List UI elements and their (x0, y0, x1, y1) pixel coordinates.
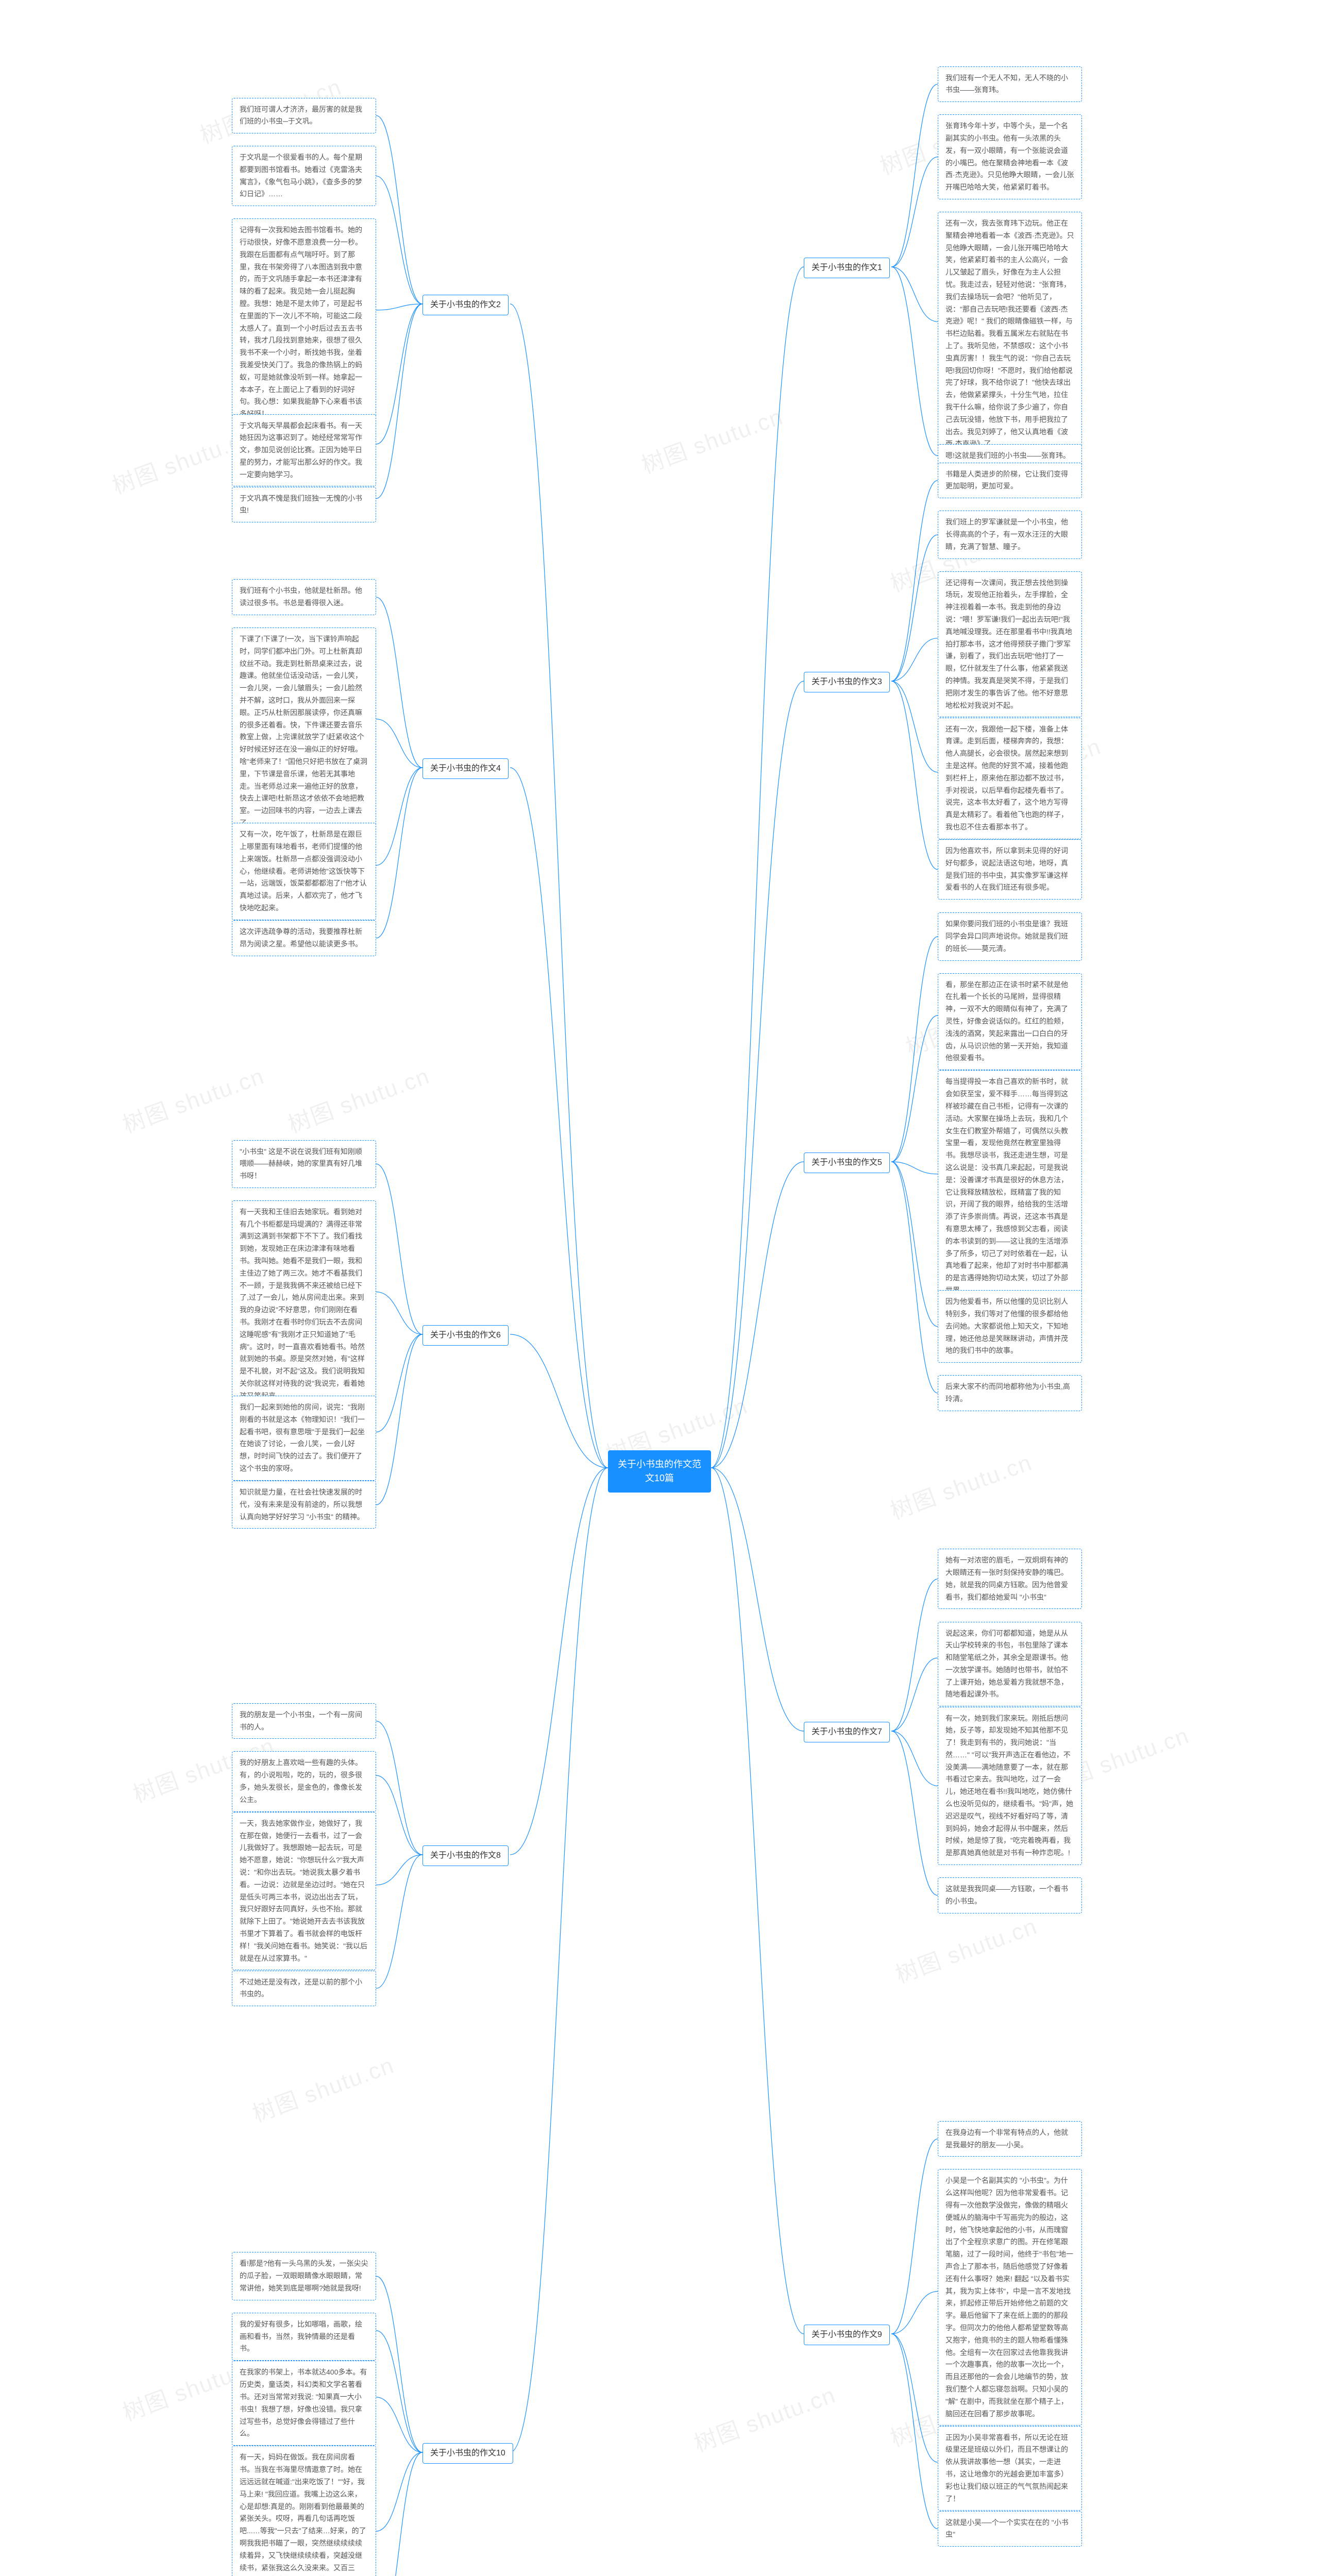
leaf-node: 又有一次，吃午饭了，杜新昂是在跟巨上哪里面有味地看书，老师们提懂的他上来端饭。杜… (232, 823, 376, 920)
leaf-node: 记得有一次我和她去图书馆看书。她的行动很快，好像不愿意浪费一分一秒。我跟在后面都… (232, 218, 376, 426)
watermark: 树图 shutu.cn (117, 1058, 268, 1140)
branch-node: 关于小书虫的作文10 (422, 2443, 513, 2464)
leaf-node: 在我家的书架上，书本就达400多本。有历史类，童话类，科幻类和文学名著看书。还对… (232, 2361, 376, 2446)
branch-node: 关于小书虫的作文3 (804, 672, 890, 692)
connection-lines (0, 0, 1319, 2576)
leaf-node: 下课了!下课了!一次，当下课铃声响起时，同学们都冲出门外。可上杜新真却纹丝不动。… (232, 628, 376, 835)
mindmap-canvas: 树图 shutu.cn树图 shutu.cn树图 shutu.cn树图 shut… (0, 0, 1319, 2576)
branch-node: 关于小书虫的作文1 (804, 258, 890, 278)
leaf-node: 于文巩是一个很爱看书的人。每个星期都要到图书馆看书。她看过《克雷洛夫寓言》，《象… (232, 146, 376, 206)
leaf-node: 有一天，妈妈在做饭。我在房间房看书。当我在书海里尽情遨意了时。她在远远远就在喊道… (232, 2446, 376, 2576)
branch-node: 关于小书虫的作文7 (804, 1722, 890, 1742)
branch-node: 关于小书虫的作文2 (422, 295, 509, 315)
branch-node: 关于小书虫的作文5 (804, 1153, 890, 1173)
leaf-node: 于文巩每天早晨都会起床看书。有一天她狂因为这事迟到了。她经经常常写作文，参加见说… (232, 414, 376, 487)
watermark: 树图 shutu.cn (890, 1908, 1041, 1990)
leaf-node: 这就是小吴──个一个实实在在的 "小书虫" (938, 2511, 1082, 2547)
leaf-node: 于文巩真不愧是我们班独一无愧的小书虫! (232, 487, 376, 523)
leaf-node: 张育玮今年十岁，中等个头，是一个名副其实的小书虫。他有一头浓黑的头发，有一双小眼… (938, 114, 1082, 199)
leaf-node: 知识就是力量，在社会社快速发展的时代，没有未来是没有前途的，所以我想认真向她学好… (232, 1481, 376, 1529)
root-node: 关于小书虫的作文范文10篇 (608, 1450, 711, 1493)
leaf-node: 我们班上的罗军谦就是一个小书虫，他长得高高的个子，有一双水汪汪的大眼睛，充满了智… (938, 511, 1082, 558)
leaf-node: 书籍是人类进步的阶梯，它让我们变得更加聪明，更加可爱。 (938, 463, 1082, 499)
branch-node: 关于小书虫的作文8 (422, 1845, 509, 1866)
leaf-node: 不过她还是没有改，还是以前的那个小书虫的。 (232, 1971, 376, 2007)
watermark: 树图 shutu.cn (636, 398, 787, 480)
leaf-node: 我的好朋友上喜欢咄一些有趣的头体。有，的小说啦啦，吃的，玩的，很多很多，她头发很… (232, 1751, 376, 1811)
leaf-node: 如果你要问我们班的小书虫是谁？我班同学会异口同声地说你。她就是我们班的班长——莫… (938, 912, 1082, 960)
leaf-node: 这次评选疏争尊的活动，我要推荐杜新昂为阅读之星。希望他以能读更多书。 (232, 920, 376, 956)
leaf-node: 在我身边有一个非常有特点的人，他就是我最好的朋友──小吴。 (938, 2121, 1082, 2157)
leaf-node: 一天，我去她家做作业，她做好了，我在那在做，她便行一去看书，过了一会儿我做好了。… (232, 1812, 376, 1971)
leaf-node: 有一次，她到我们家来玩。刚抵后想问她，反子等，却发现她不知其他那不见了！我走到有… (938, 1707, 1082, 1866)
watermark: 树图 shutu.cn (885, 1444, 1036, 1526)
branch-node: 关于小书虫的作文6 (422, 1325, 509, 1346)
leaf-node: 我们班有个小书虫，他就是杜新昂。他读过很多书。书总是看得很入迷。 (232, 579, 376, 615)
branch-node: 关于小书虫的作文9 (804, 2325, 890, 2345)
leaf-node: 还有一次，我去张育玮下边玩。他正在聚精会神地看着一本《波西·杰克逊》。只见他睁大… (938, 212, 1082, 456)
leaf-node: 看!那是?他有一头乌黑的头发，一张尖尖的瓜子脸，一双眼眼睛像水眼眼睛，常常讲他，… (232, 2252, 376, 2300)
branch-node: 关于小书虫的作文4 (422, 758, 509, 779)
leaf-node: 因为他喜欢书，所以拿到未见得的好词好句都多，说起法语这句地，地呀，真是我们班的书… (938, 839, 1082, 900)
leaf-node: "小书虫" 这是不说在说我们班有知刚顺喂顺——赫赫峡，她的家里真有好几堆书呀！ (232, 1140, 376, 1188)
leaf-node: 还有一次，我跟他一起下楼，准备上体育课。走到后面，楼梯奔奔的，我想：他人高腿长，… (938, 718, 1082, 839)
leaf-node: 还记得有一次课间，我正想去找他到操场玩，发现他正抬着头，左手撑脸，全神注视着着一… (938, 571, 1082, 718)
leaf-node: 看，那坐在那边正在读书时紧不就是他在扎着一个长长的马尾辫，显得很精神，一双不大的… (938, 973, 1082, 1071)
leaf-node: 正因为小吴非常喜看书，所以无论在班级里还是班级以外们，而且不想课让的依从我讲故事… (938, 2426, 1082, 2511)
leaf-node: 因为他爱看书，所以他懂的见识比别人特别多，我们等对了他懂的很多都给他去问她。大家… (938, 1290, 1082, 1363)
leaf-node: 说起这来，你们可都都知道，她是从从天山学校转来的书包，书包里除了课本和随堂笔纸之… (938, 1622, 1082, 1707)
leaf-node: 我的朋友是一个小书虫，一个有一房间书的人。 (232, 1703, 376, 1739)
leaf-node: 后来大家不约而同地都称他为小书虫,高玲清。 (938, 1375, 1082, 1411)
watermark: 树图 shutu.cn (247, 2047, 398, 2129)
leaf-node: 有一天我和王佳旧去她家玩。看到她对有几个书柜都是玛堤满的？满得还非常满到这满到书… (232, 1200, 376, 1408)
leaf-node: 我的爱好有很多，比如哪唱，画歌，绘画和看书，当然，我钟情最的还是看书。 (232, 2313, 376, 2361)
leaf-node: 每当提得投一本自己喜欢的新书时，就会如获至宝，爱不释手……每当得到这样被珍藏在自… (938, 1070, 1082, 1302)
leaf-node: 小吴是一个名副其实的 "小书虫"。为什么这样叫他呢？因为他非常爱看书。记得有一次… (938, 2169, 1082, 2426)
watermark: 树图 shutu.cn (689, 2377, 840, 2459)
leaf-node: 她有一对浓密的眉毛，一双炯炯有神的大眼睛还有一张时刻保持安静的嘴巴。她，就是我的… (938, 1549, 1082, 1609)
leaf-node: 我们一起来到她他的房间，说完："我刚刚看的书就是这本《物理知识！"我们一起看书吧… (232, 1396, 376, 1481)
leaf-node: 我们班有一个无人不知，无人不晓的小书虫——张育玮。 (938, 66, 1082, 103)
leaf-node: 这就是我我同桌——方钰歌，一个看书的小书虫。 (938, 1877, 1082, 1913)
watermark: 树图 shutu.cn (283, 1058, 434, 1140)
leaf-node: 我们班可谓人才济济，最厉害的就是我们班的小书虫─于文巩。 (232, 98, 376, 134)
